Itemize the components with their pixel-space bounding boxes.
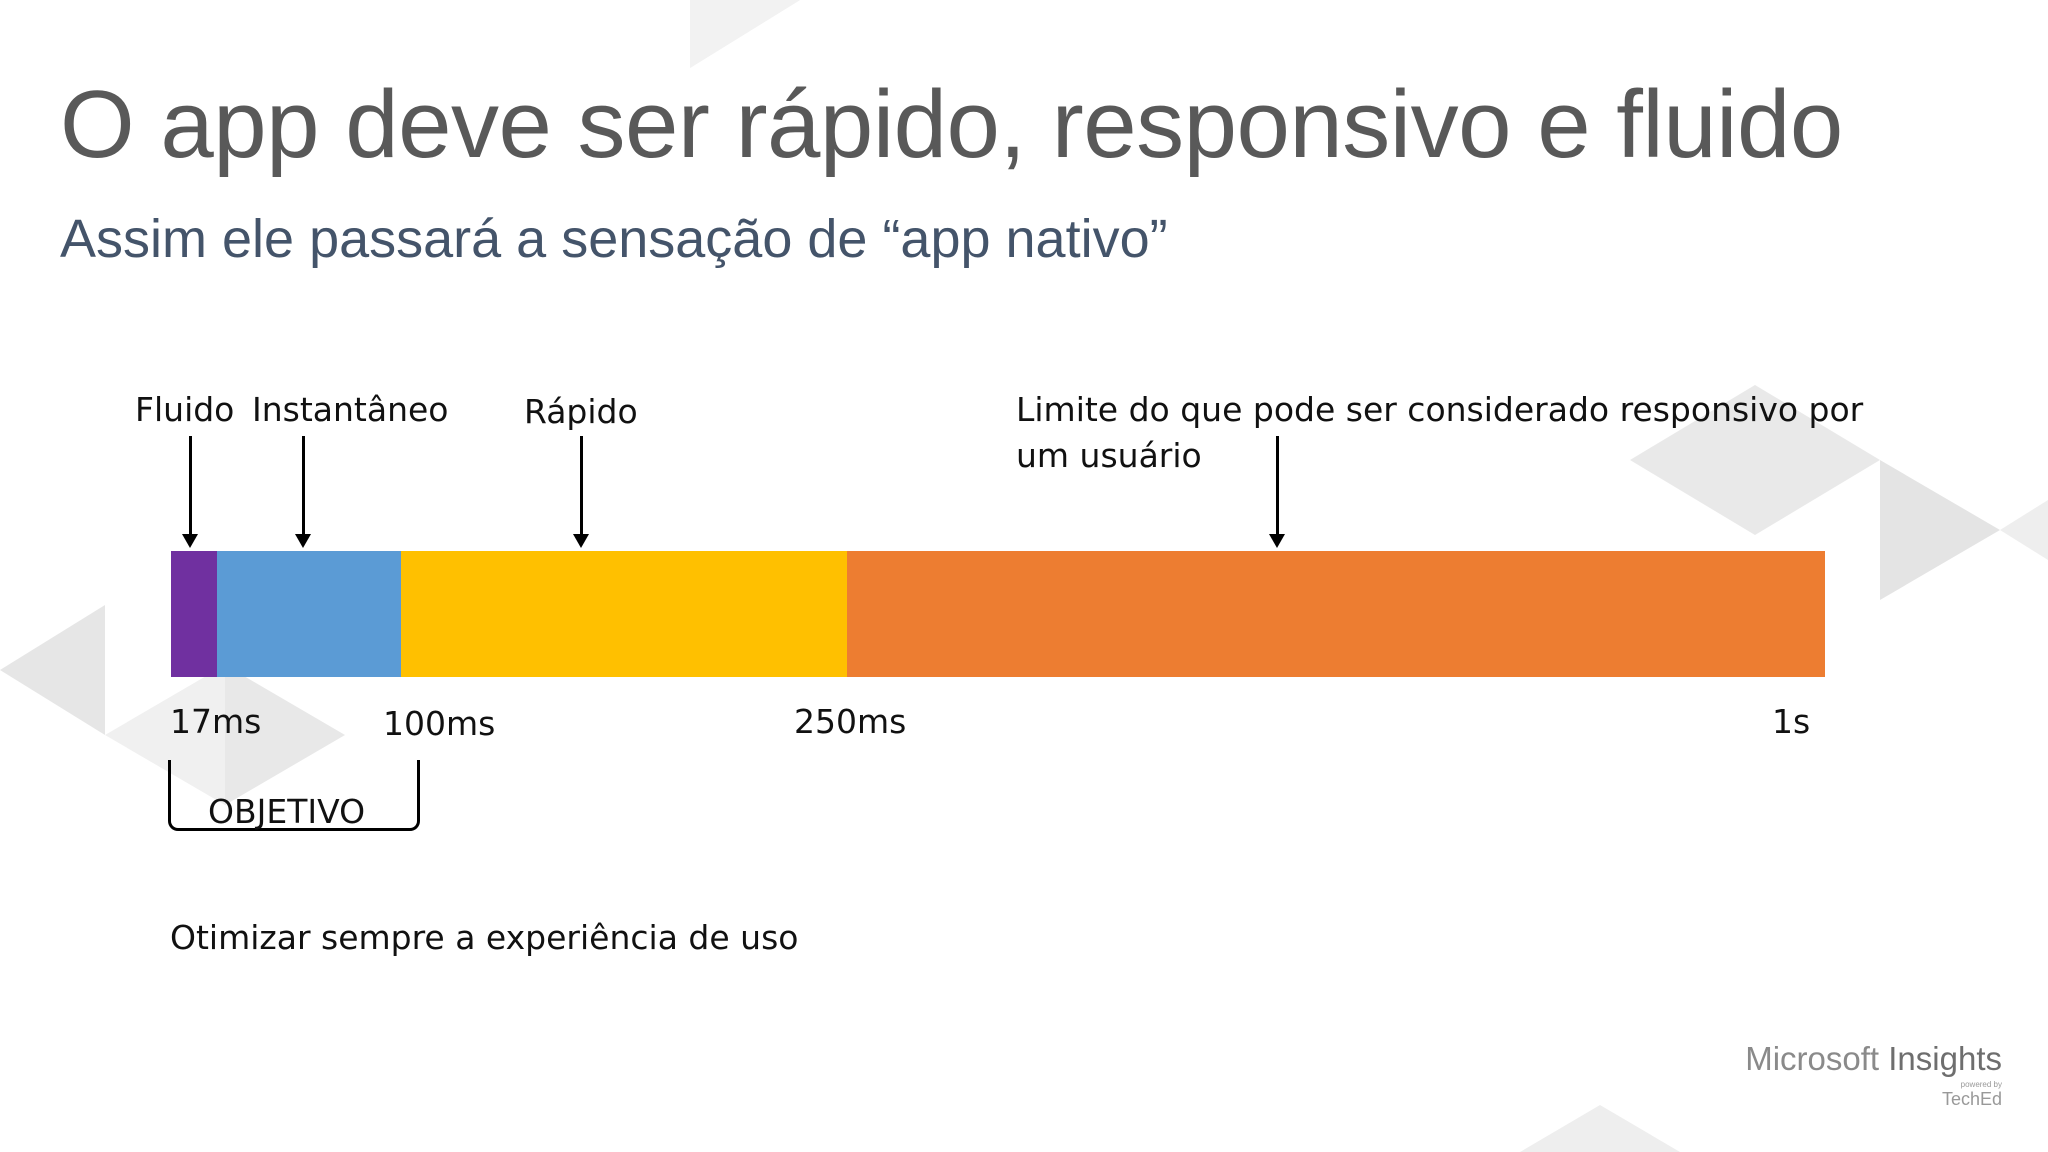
arrow-down-icon [182,436,198,548]
segment-fluido [171,551,217,677]
tick-label-17ms: 17ms [170,702,262,741]
segment-responsivo [847,551,1825,677]
segment-instantaneo [217,551,401,677]
label-rapido: Rápido [524,392,638,431]
label-limite-line2: um usuário [1016,436,1202,475]
goal-label: OBJETIVO [208,792,366,831]
tick-label-1s: 1s [1772,702,1811,741]
microsoft-insights-logo: Microsoft Insights powered by TechEd [1745,1040,2002,1110]
tick-label-250ms: 250ms [794,702,907,741]
label-instantaneo: Instantâneo [252,390,449,429]
arrow-down-icon [573,436,589,548]
tick-label-100ms: 100ms [383,704,496,743]
label-fluido: Fluido [135,390,235,429]
logo-powered-text: powered by [1960,1080,2002,1089]
label-limite-line1: Limite do que pode ser considerado respo… [1016,390,1864,429]
slide-note: Otimizar sempre a experiência de uso [170,918,799,957]
segment-rapido [401,551,847,677]
arrow-down-icon [1269,436,1285,548]
logo-teched-text: TechEd [1941,1089,2002,1109]
slide-subtitle: Assim ele passará a sensação de “app nat… [60,209,1168,269]
slide-title: O app deve ser rápido, responsivo e flui… [60,71,1843,178]
goal-bracket [168,760,420,831]
logo-microsoft-text: Microsoft [1745,1040,1880,1077]
arrow-down-icon [295,436,311,548]
logo-insights-text: Insights [1888,1040,2002,1077]
